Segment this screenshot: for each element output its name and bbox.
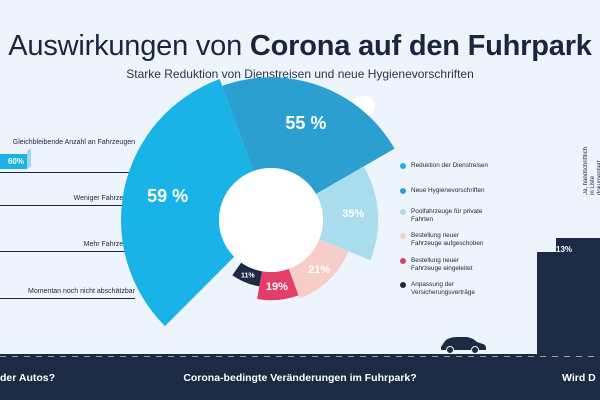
slice-label-6: 11% <box>241 273 255 280</box>
donut-hole <box>219 168 323 272</box>
slice-6 <box>232 262 262 287</box>
legend-item-3: Poolfahrzeuge für private Fahrten <box>400 208 491 223</box>
legend-dot-icon <box>400 258 406 264</box>
legend-item-2: Neue Hygienevorschriften <box>400 187 491 195</box>
road-footer <box>0 354 600 400</box>
legend-label: Poolfahrzeuge für private Fahrten <box>411 208 483 223</box>
legend-label: Bestellung neuer Fahrzeuge aufgeschoben <box>411 232 484 247</box>
right-bar <box>556 238 600 258</box>
footer-center: Corona-bedingte Veränderungen im Fuhrpar… <box>183 372 417 384</box>
legend-item-6: Anpassung der Versicherungsverträge <box>400 281 491 296</box>
left-divider <box>0 298 135 299</box>
legend-dot-icon <box>400 209 406 215</box>
slice-label-1: 59 % <box>147 186 188 206</box>
legend-item-1: Reduktion der Dienstreisen <box>400 162 491 170</box>
left-divider <box>0 251 135 252</box>
left-divider <box>0 172 135 173</box>
legend-dot-icon <box>400 163 406 169</box>
left-divider <box>0 205 135 206</box>
road-dashes <box>0 356 600 357</box>
left-label-momentan: Momentan noch nicht abschätzbar <box>27 288 135 295</box>
right-tag: Ja, handschriftlich in Liste dokumentier… <box>583 146 600 195</box>
left-bar-60: 60% <box>0 154 27 169</box>
subtitle: Starke Reduktion von Dienstreisen und ne… <box>126 67 474 81</box>
city-silhouette <box>537 252 600 354</box>
slice-label-4: 21% <box>308 264 330 276</box>
title-bold: Corona auf den Fuhrpark <box>249 30 592 62</box>
legend-label: Reduktion der Dienstreisen <box>411 162 489 169</box>
page-title: Auswirkungen von Corona auf den Fuhrpark <box>0 30 600 63</box>
slice-4 <box>288 239 349 299</box>
left-label-mehr: Mehr Fahrzeuge <box>83 241 135 248</box>
legend-label: Anpassung der Versicherungsverträge <box>411 281 475 296</box>
slice-3 <box>316 166 379 261</box>
slice-5 <box>257 268 299 301</box>
title-light: Auswirkungen von <box>8 30 250 62</box>
legend-dot-icon <box>400 282 406 288</box>
slice-label-2: 55 % <box>285 113 326 133</box>
right-bar-value: 13% <box>556 245 573 254</box>
legend-label: Bestellung neuer Fahrzeuge eingeleitet <box>411 257 473 272</box>
footer-right: Wird D <box>562 372 596 384</box>
legend-item-4: Bestellung neuer Fahrzeuge aufgeschoben <box>400 232 491 247</box>
slice-label-5: 19% <box>266 281 288 293</box>
left-label-weniger: Weniger Fahrzeuge <box>73 195 135 202</box>
legend-label: Neue Hygienevorschriften <box>411 187 485 194</box>
slice-2 <box>222 77 395 194</box>
car-icon <box>441 337 486 354</box>
footer-left: der Autos? <box>0 372 56 384</box>
slice-label-3: 35% <box>342 208 364 220</box>
left-label-gleichbleibend: Gleichbleibende Anzahl an Fahrzeugen <box>12 139 135 146</box>
legend-dot-icon <box>400 188 406 194</box>
slice-1 <box>120 79 254 327</box>
legend-dot-icon <box>400 233 406 239</box>
legend-item-5: Bestellung neuer Fahrzeuge eingeleitet <box>400 257 491 272</box>
